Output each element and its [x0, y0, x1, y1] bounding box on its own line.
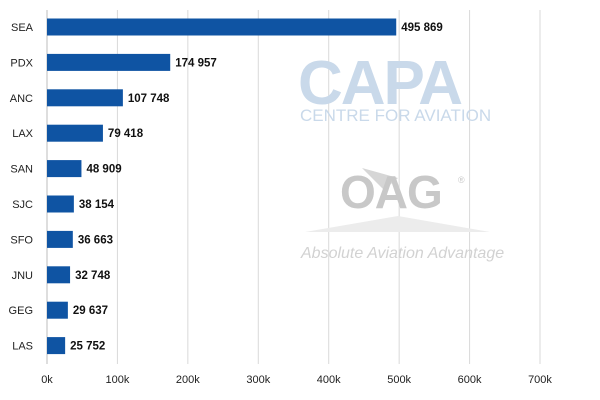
category-label: SFO — [10, 234, 33, 246]
oag-tagline-watermark: Absolute Aviation Advantage — [300, 245, 504, 262]
oag-logo-text: OAG — [340, 166, 442, 218]
category-labels: SEA PDX ANC LAX SAN SJC SFO JNU GEG LAS — [9, 22, 34, 353]
category-label: LAS — [12, 341, 33, 353]
oag-swoosh-icon — [362, 168, 398, 190]
data-label: 48 909 — [86, 164, 121, 176]
bar-sjc — [47, 195, 74, 213]
capa-subtitle-watermark: CENTRE FOR AVIATION — [300, 106, 491, 125]
x-tick-label: 400k — [317, 374, 341, 386]
bar-sfo — [47, 230, 73, 248]
data-labels: 495 869 174 957 107 748 79 418 48 909 38 154 3… — [70, 22, 443, 353]
data-label: 79 418 — [108, 128, 144, 140]
x-axis-tick-labels: 0k 100k 200k 300k 400k 500k 600k 700k — [41, 374, 552, 386]
bar-jnu — [47, 266, 71, 284]
bar-pdx — [47, 53, 171, 71]
x-tick-label: 700k — [528, 374, 552, 386]
x-tick-label: 500k — [387, 374, 411, 386]
x-tick-label: 200k — [176, 374, 200, 386]
oag-logo-watermark: OAG ® — [305, 166, 490, 232]
bar-geg — [47, 301, 68, 319]
bar-lax — [47, 124, 103, 142]
category-label: ANC — [10, 93, 33, 105]
bar-sea — [47, 18, 397, 36]
data-label: 174 957 — [175, 57, 217, 69]
category-label: JNU — [12, 270, 33, 282]
oag-underline-shape — [305, 216, 490, 232]
capa-logo-watermark: CAPA — [298, 49, 462, 118]
data-label: 107 748 — [128, 93, 170, 105]
data-label: 38 154 — [79, 199, 115, 211]
category-label: LAX — [12, 128, 33, 140]
category-label: PDX — [10, 57, 33, 69]
x-tick-label: 600k — [458, 374, 482, 386]
bars — [47, 18, 397, 355]
data-label: 29 637 — [73, 305, 108, 317]
bar-san — [47, 160, 82, 178]
data-label: 36 663 — [78, 234, 113, 246]
category-label: SAN — [10, 164, 33, 176]
x-tick-label: 0k — [41, 374, 53, 386]
category-label: SEA — [11, 22, 34, 34]
category-label: GEG — [9, 305, 33, 317]
watermark-logos: CAPA CENTRE FOR AVIATION OAG ® Absolute … — [298, 49, 504, 262]
x-tick-label: 300k — [246, 374, 270, 386]
data-label: 32 748 — [75, 270, 111, 282]
bar-anc — [47, 89, 123, 107]
category-label: SJC — [12, 199, 33, 211]
bar-las — [47, 337, 66, 355]
data-label: 495 869 — [401, 22, 443, 34]
data-label: 25 752 — [70, 341, 105, 353]
oag-registered-mark: ® — [458, 175, 465, 185]
x-tick-label: 100k — [105, 374, 129, 386]
